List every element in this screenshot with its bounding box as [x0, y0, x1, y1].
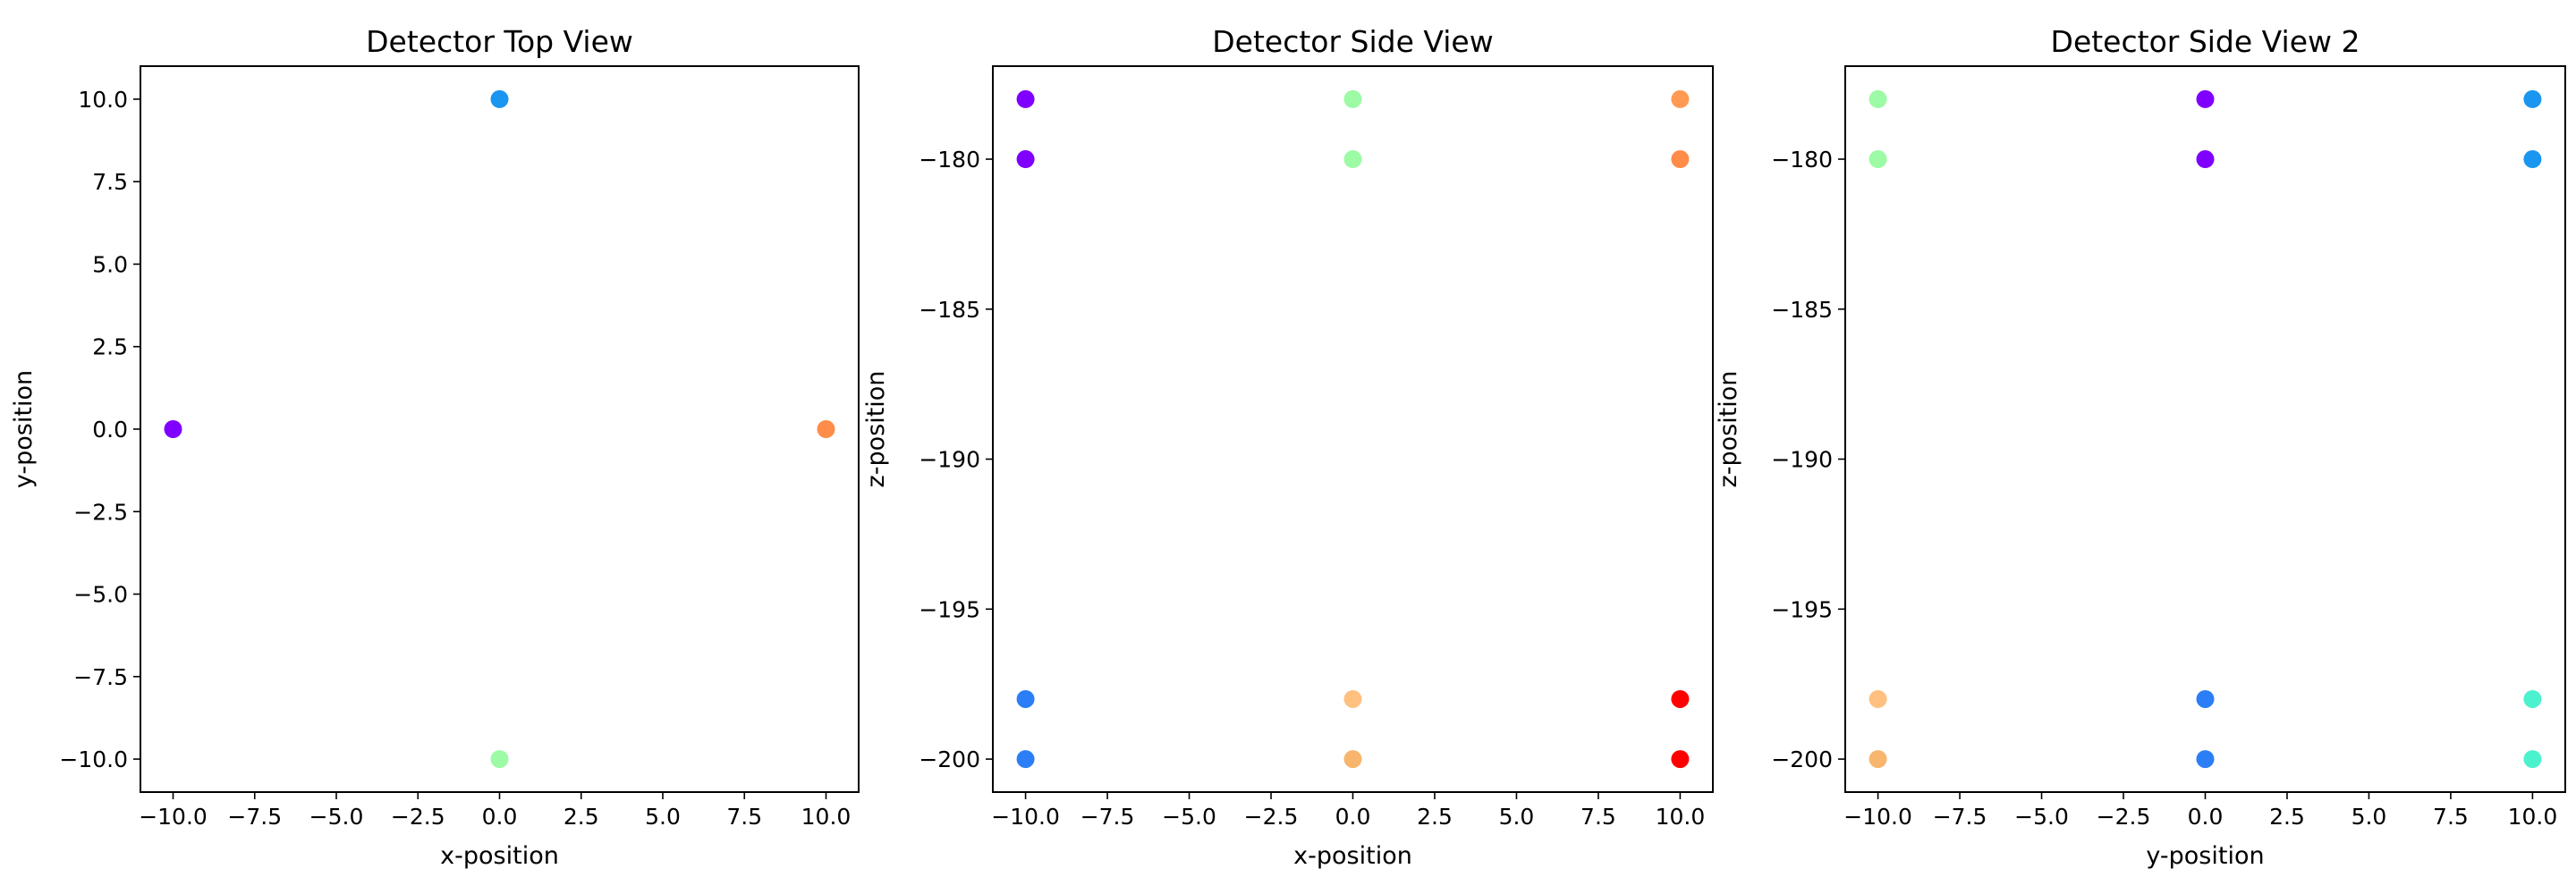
- x-tick-label: −7.5: [1933, 804, 1987, 830]
- x-tick-label: 10.0: [801, 804, 852, 830]
- y-tick-label: 0.0: [92, 417, 128, 443]
- x-tick-label: −2.5: [391, 804, 445, 830]
- x-tick-label: −2.5: [1244, 804, 1299, 830]
- data-point: [1671, 750, 1690, 769]
- data-point: [2196, 750, 2215, 769]
- x-tick-label: 7.5: [726, 804, 762, 830]
- y-axis-label: z-position: [862, 371, 890, 488]
- y-tick-label: −185: [919, 297, 980, 323]
- axes-frame: [1844, 65, 2566, 793]
- y-tick-label: −180: [1771, 147, 1833, 173]
- data-point: [1343, 150, 1362, 169]
- data-point: [1343, 89, 1362, 108]
- x-tick-label: 5.0: [1499, 804, 1535, 830]
- y-tick-label: −7.5: [73, 664, 128, 690]
- data-point: [2523, 150, 2542, 169]
- y-tick-label: −200: [1771, 746, 1833, 772]
- data-point: [1868, 89, 1887, 108]
- x-tick-label: 0.0: [2188, 804, 2224, 830]
- data-point: [2196, 89, 2215, 108]
- y-tick-label: −185: [1771, 297, 1833, 323]
- x-tick-label: 7.5: [1580, 804, 1616, 830]
- x-axis-label: x-position: [440, 842, 559, 870]
- x-tick-label: −5.0: [2014, 804, 2069, 830]
- y-tick-label: 10.0: [78, 87, 128, 113]
- x-tick-label: 10.0: [2508, 804, 2558, 830]
- x-tick-label: −5.0: [309, 804, 364, 830]
- x-tick-label: 10.0: [1656, 804, 1706, 830]
- data-point: [1671, 89, 1690, 108]
- data-point: [1671, 150, 1690, 169]
- y-axis-label: z-position: [1715, 371, 1742, 488]
- x-tick-label: 2.5: [2269, 804, 2305, 830]
- axes-frame: [992, 65, 1714, 793]
- data-point: [1868, 689, 1887, 708]
- data-point: [2196, 150, 2215, 169]
- x-tick-label: −10.0: [1843, 804, 1912, 830]
- panel-2: −10.0 −7.5 −5.0 −2.5 0.0 2.5 5.0 7.5 10.0 −180 −18…: [862, 24, 1714, 870]
- x-tick-label: −7.5: [227, 804, 282, 830]
- data-point: [1016, 150, 1035, 169]
- data-point: [1343, 689, 1362, 708]
- y-axis-label: y-position: [10, 370, 38, 488]
- x-tick-label: 0.0: [482, 804, 518, 830]
- panel-1: −10.0 −7.5 −5.0 −2.5 0.0 2.5 5.0 7.5 10.0 10.0 7.5…: [10, 24, 860, 870]
- x-tick-label: 7.5: [2433, 804, 2469, 830]
- chart-title: Detector Side View 2: [2051, 24, 2360, 59]
- axes-frame: [140, 65, 860, 793]
- data-point: [1868, 750, 1887, 769]
- x-tick-label: 5.0: [2351, 804, 2387, 830]
- chart-title: Detector Top View: [366, 24, 633, 59]
- data-point: [2523, 89, 2542, 108]
- data-point: [1016, 689, 1035, 708]
- data-point: [1671, 689, 1690, 708]
- y-tick-label: −180: [919, 147, 980, 173]
- chart-title: Detector Side View: [1212, 24, 1493, 59]
- data-point: [817, 420, 835, 438]
- panel-3: −10.0 −7.5 −5.0 −2.5 0.0 2.5 5.0 7.5 10.0 −180 −18…: [1715, 24, 2566, 870]
- x-tick-label: −10.0: [991, 804, 1060, 830]
- x-tick-label: −10.0: [139, 804, 208, 830]
- x-axis-label: x-position: [1293, 842, 1412, 870]
- y-tick-label: −190: [919, 447, 980, 473]
- x-tick-label: 2.5: [564, 804, 599, 830]
- y-tick-label: −195: [1771, 596, 1833, 622]
- data-point: [1016, 750, 1035, 769]
- y-tick-label: 5.0: [92, 251, 128, 277]
- data-point: [490, 89, 509, 108]
- data-point: [490, 750, 509, 769]
- y-tick-label: 7.5: [92, 169, 128, 195]
- y-tick-label: −190: [1771, 447, 1833, 473]
- data-point: [1016, 89, 1035, 108]
- y-tick-label: −5.0: [73, 582, 128, 608]
- x-tick-label: −7.5: [1080, 804, 1135, 830]
- data-point: [1343, 750, 1362, 769]
- x-tick-label: −2.5: [2097, 804, 2151, 830]
- y-tick-label: −2.5: [73, 499, 128, 525]
- x-tick-label: 5.0: [645, 804, 681, 830]
- data-point: [2523, 750, 2542, 769]
- data-point: [164, 420, 182, 438]
- y-tick-label: −10.0: [59, 746, 128, 772]
- y-tick-label: −195: [919, 596, 980, 622]
- y-tick-label: 2.5: [92, 334, 128, 360]
- x-tick-label: 0.0: [1335, 804, 1371, 830]
- data-point: [1868, 150, 1887, 169]
- x-tick-label: −5.0: [1162, 804, 1216, 830]
- x-tick-label: 2.5: [1417, 804, 1453, 830]
- x-axis-label: y-position: [2146, 842, 2264, 870]
- data-point: [2196, 689, 2215, 708]
- y-tick-label: −200: [919, 746, 980, 772]
- data-point: [2523, 689, 2542, 708]
